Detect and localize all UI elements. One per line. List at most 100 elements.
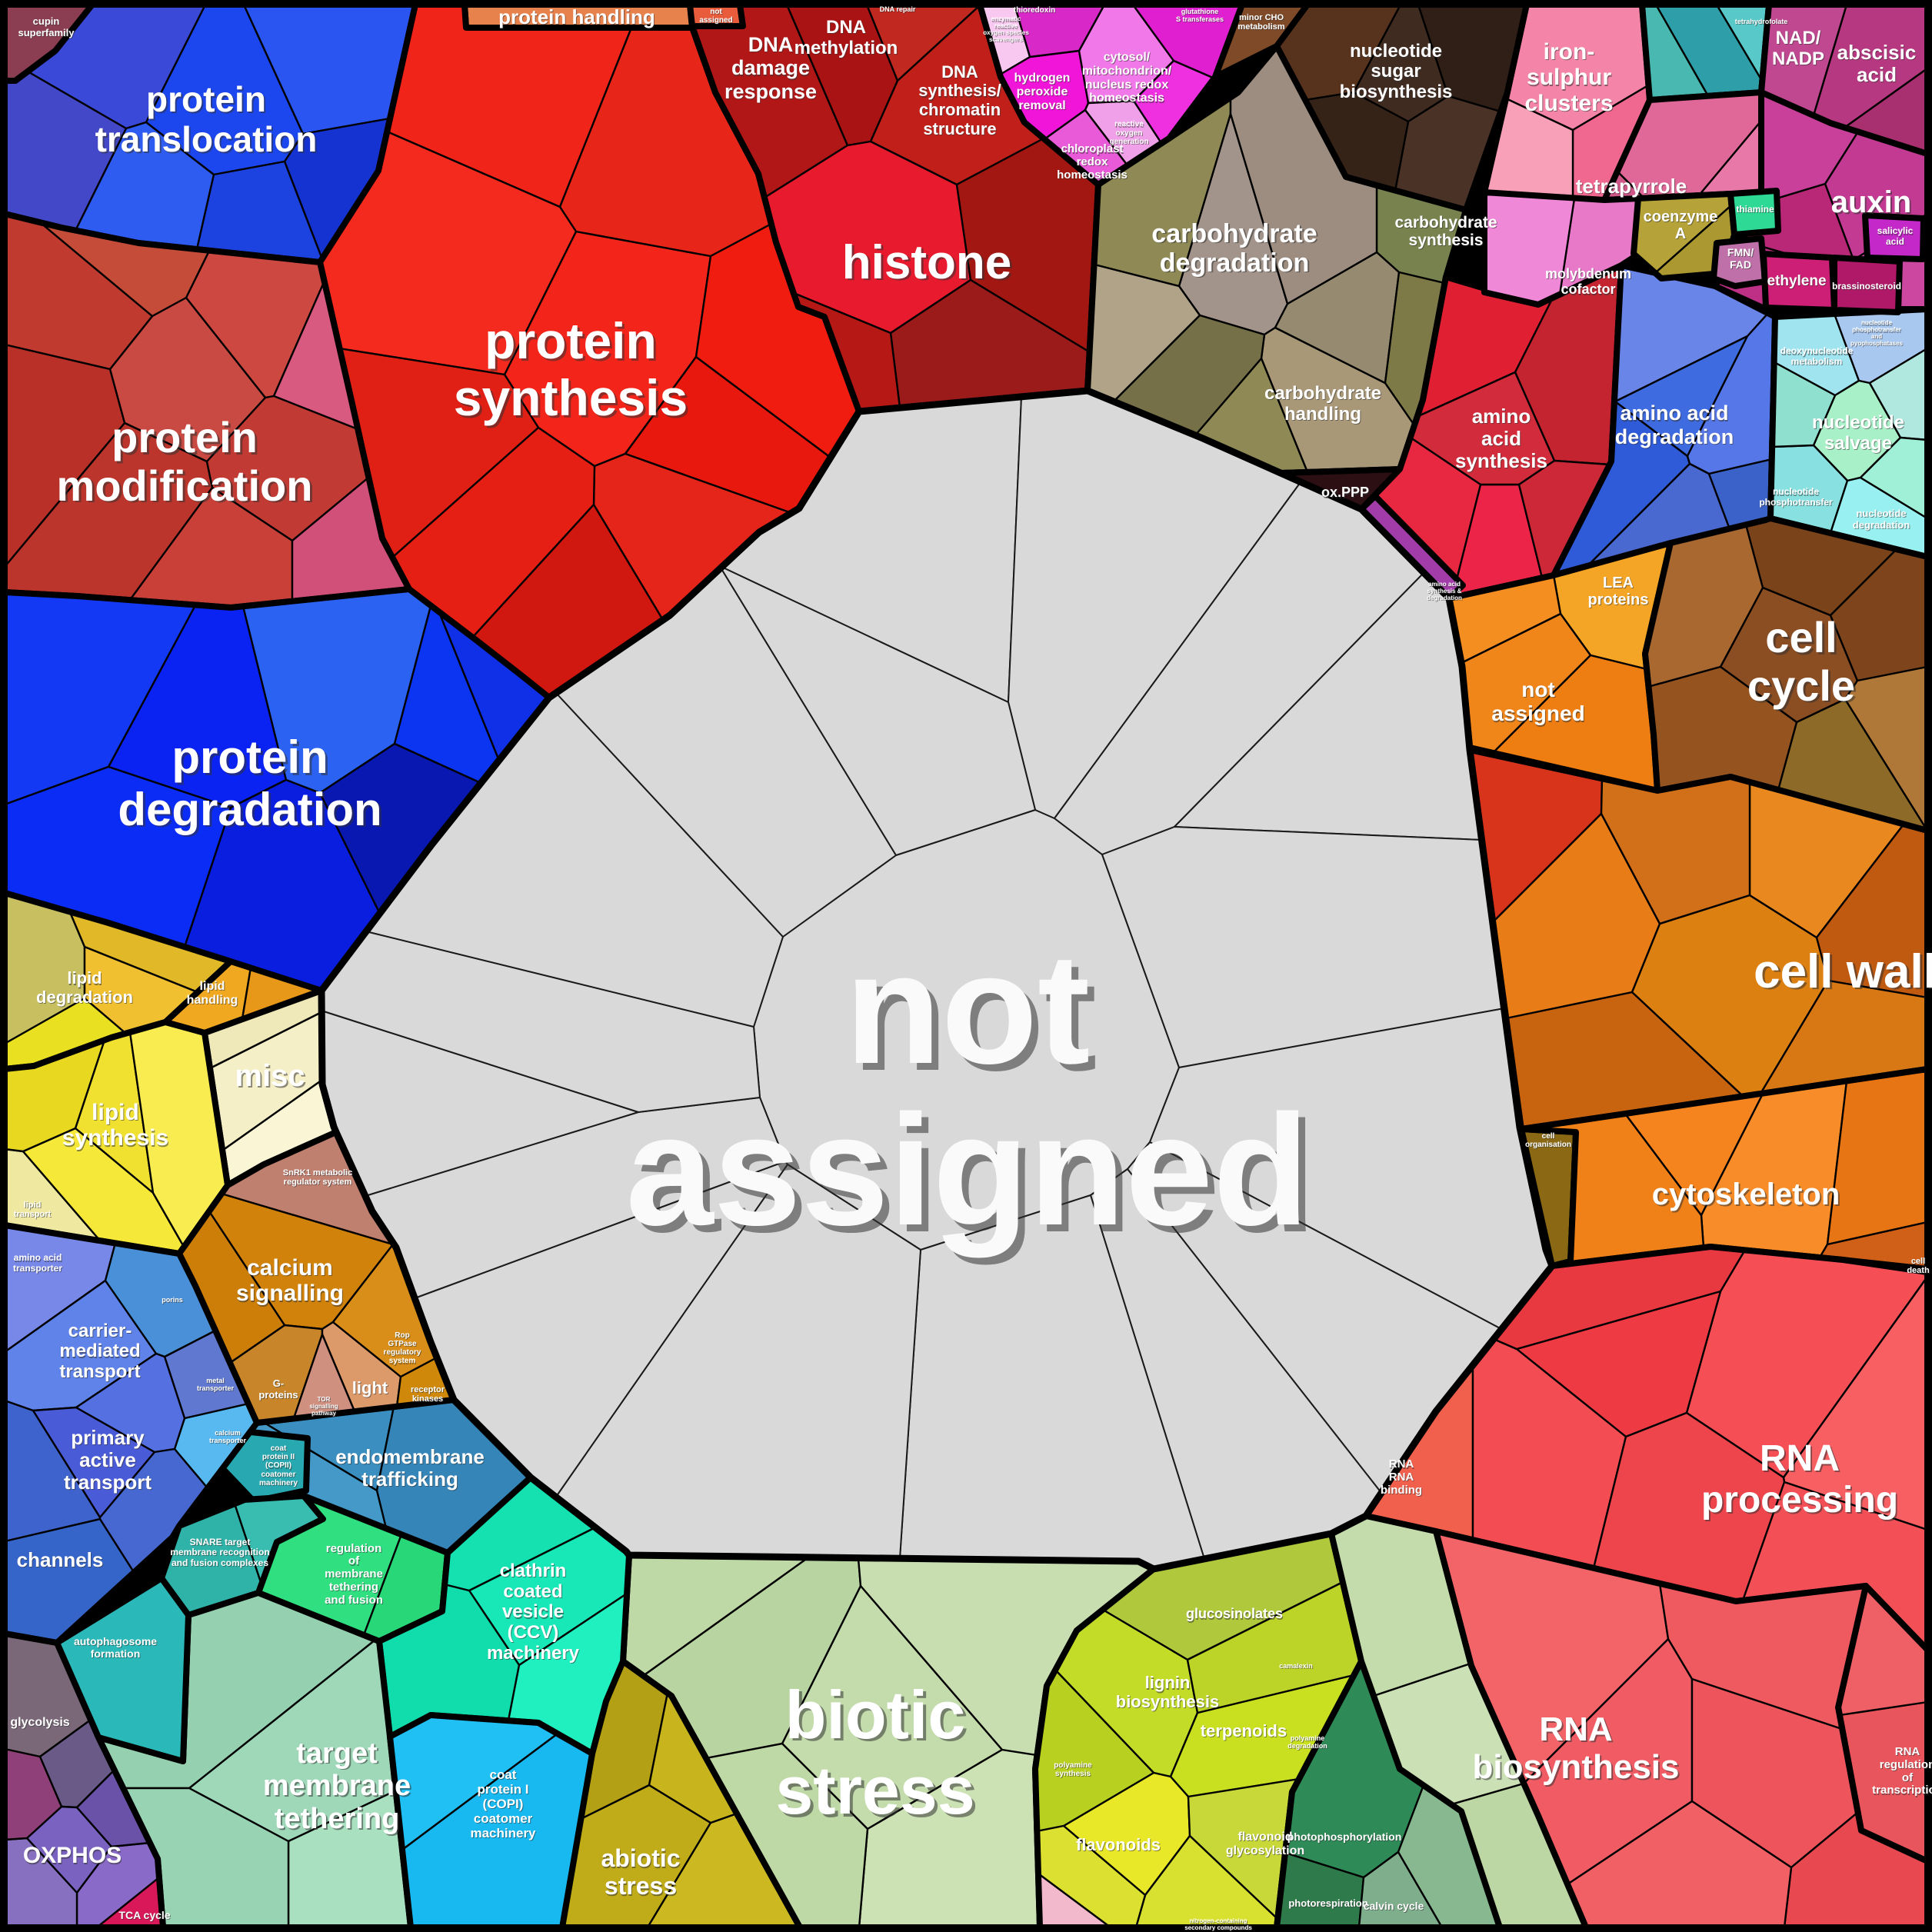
- svg-text:amino acid: amino acid: [1621, 403, 1729, 426]
- svg-text:superfamily: superfamily: [19, 28, 76, 39]
- svg-text:abiotic: abiotic: [601, 1844, 680, 1872]
- svg-text:regulation: regulation: [1880, 1758, 1932, 1771]
- svg-text:sugar: sugar: [1371, 62, 1421, 83]
- svg-text:cytosol/: cytosol/: [1104, 52, 1151, 65]
- svg-text:ox.PPP: ox.PPP: [1321, 485, 1369, 500]
- svg-text:assigned: assigned: [699, 16, 732, 25]
- svg-text:assigned: assigned: [626, 1082, 1310, 1258]
- svg-text:thiamine: thiamine: [1736, 204, 1774, 215]
- svg-text:protein II: protein II: [262, 1453, 295, 1461]
- svg-text:OXPHOS: OXPHOS: [24, 1844, 122, 1870]
- svg-text:transporter: transporter: [197, 1384, 235, 1392]
- svg-text:synthesis &: synthesis &: [1427, 588, 1462, 595]
- svg-text:lipid: lipid: [200, 980, 225, 993]
- svg-text:NADP: NADP: [1773, 49, 1825, 70]
- svg-text:chloroplast: chloroplast: [1062, 144, 1124, 157]
- svg-text:light: light: [352, 1378, 388, 1397]
- svg-text:abscisic: abscisic: [1838, 42, 1917, 65]
- svg-text:nucleus redox: nucleus redox: [1086, 79, 1170, 92]
- svg-text:peroxide: peroxide: [1018, 86, 1069, 99]
- svg-text:metal: metal: [207, 1377, 225, 1385]
- svg-text:endomembrane: endomembrane: [336, 1446, 485, 1469]
- svg-text:autophagosome: autophagosome: [75, 1636, 158, 1648]
- svg-text:glucosinolates: glucosinolates: [1187, 1607, 1284, 1623]
- svg-text:calvin cycle: calvin cycle: [1364, 1900, 1424, 1912]
- svg-text:flavonoids: flavonoids: [1076, 1835, 1161, 1854]
- svg-text:ox.PPP: ox.PPP: [1322, 486, 1370, 501]
- svg-text:endomembrane: endomembrane: [335, 1445, 485, 1468]
- svg-text:assigned: assigned: [1492, 703, 1585, 727]
- svg-text:S transferases: S transferases: [1177, 16, 1224, 24]
- svg-text:synthesis: synthesis: [1056, 1770, 1092, 1779]
- svg-text:iron-: iron-: [1544, 40, 1596, 65]
- svg-text:system: system: [389, 1357, 416, 1365]
- svg-text:of: of: [1902, 1771, 1914, 1784]
- svg-text:synthesis: synthesis: [456, 371, 690, 428]
- svg-text:protein: protein: [485, 312, 657, 369]
- svg-text:handling: handling: [1285, 405, 1362, 425]
- svg-text:clusters: clusters: [1525, 92, 1614, 117]
- svg-text:glycolysis: glycolysis: [10, 1716, 69, 1729]
- svg-text:autophagosome: autophagosome: [74, 1635, 157, 1647]
- svg-text:coatomer: coatomer: [261, 1471, 296, 1480]
- svg-text:RNA: RNA: [1895, 1745, 1920, 1758]
- svg-text:reactive: reactive: [994, 22, 1018, 29]
- svg-text:channels: channels: [17, 1548, 104, 1571]
- svg-text:membrane: membrane: [265, 1771, 412, 1804]
- svg-text:cycle: cycle: [1747, 661, 1855, 710]
- svg-text:amino: amino: [1473, 405, 1532, 428]
- svg-text:sulphur: sulphur: [1527, 65, 1611, 90]
- svg-text:vesicle: vesicle: [503, 1603, 565, 1624]
- svg-text:formation: formation: [92, 1648, 142, 1661]
- svg-text:membrane recognition: membrane recognition: [171, 1547, 270, 1558]
- svg-text:auxin: auxin: [1833, 187, 1913, 221]
- svg-text:brassinosteroid: brassinosteroid: [1833, 281, 1902, 292]
- svg-text:protein: protein: [174, 734, 330, 785]
- svg-text:synthesis: synthesis: [1410, 232, 1484, 250]
- svg-text:NAD/: NAD/: [1776, 28, 1821, 48]
- svg-text:homeostasis: homeostasis: [1057, 168, 1128, 182]
- svg-text:transport: transport: [65, 1471, 152, 1494]
- svg-text:homeostasis: homeostasis: [1090, 93, 1165, 106]
- svg-text:transporter: transporter: [198, 1385, 235, 1393]
- svg-text:FAD: FAD: [1730, 259, 1752, 271]
- svg-text:mitochondrion/: mitochondrion/: [1082, 65, 1172, 78]
- svg-text:SNARE target: SNARE target: [190, 1537, 251, 1547]
- svg-text:ethylene: ethylene: [1767, 273, 1826, 289]
- svg-text:nucleotide: nucleotide: [1856, 508, 1906, 519]
- svg-text:molybdenum: molybdenum: [1546, 267, 1632, 282]
- svg-text:processing: processing: [1701, 1480, 1898, 1521]
- svg-text:tethering: tethering: [275, 1803, 400, 1835]
- svg-text:synthesis: synthesis: [1456, 450, 1548, 473]
- svg-text:degradation: degradation: [1161, 249, 1311, 278]
- svg-text:ethylene: ethylene: [1767, 274, 1827, 290]
- svg-text:salvage: salvage: [1824, 433, 1892, 454]
- svg-text:handling: handling: [188, 994, 239, 1008]
- svg-text:homeostasis: homeostasis: [1089, 92, 1164, 105]
- svg-text:biosynthesis: biosynthesis: [1473, 1748, 1680, 1786]
- svg-text:removal: removal: [1019, 100, 1066, 113]
- svg-text:carbohydrate: carbohydrate: [1264, 383, 1381, 404]
- svg-text:death: death: [1907, 1267, 1930, 1276]
- svg-text:and fusion complexes: and fusion complexes: [172, 1557, 268, 1568]
- svg-text:signalling: signalling: [237, 1282, 345, 1307]
- svg-text:calcium: calcium: [215, 1429, 241, 1437]
- svg-text:porins: porins: [162, 1297, 184, 1304]
- svg-text:transport: transport: [15, 1211, 52, 1220]
- svg-text:reactive: reactive: [1115, 122, 1144, 130]
- svg-text:modification: modification: [57, 461, 313, 510]
- svg-text:nucleotide: nucleotide: [1857, 508, 1907, 520]
- svg-text:modification: modification: [59, 463, 315, 511]
- svg-text:coatomer: coatomer: [261, 1471, 295, 1479]
- svg-text:amino acid: amino acid: [15, 1254, 63, 1264]
- svg-text:of: of: [348, 1554, 360, 1567]
- svg-text:and fusion: and fusion: [325, 1594, 383, 1607]
- svg-text:salicylic: salicylic: [1878, 227, 1914, 238]
- svg-text:cell: cell: [1542, 1132, 1555, 1141]
- svg-text:nucleotide: nucleotide: [1773, 486, 1819, 497]
- svg-text:and: and: [1872, 334, 1883, 341]
- svg-text:regulator system: regulator system: [284, 1178, 352, 1187]
- svg-text:(COPI): (COPI): [483, 1797, 524, 1811]
- svg-text:pathway: pathway: [312, 1411, 338, 1417]
- svg-text:LEA: LEA: [1603, 575, 1634, 591]
